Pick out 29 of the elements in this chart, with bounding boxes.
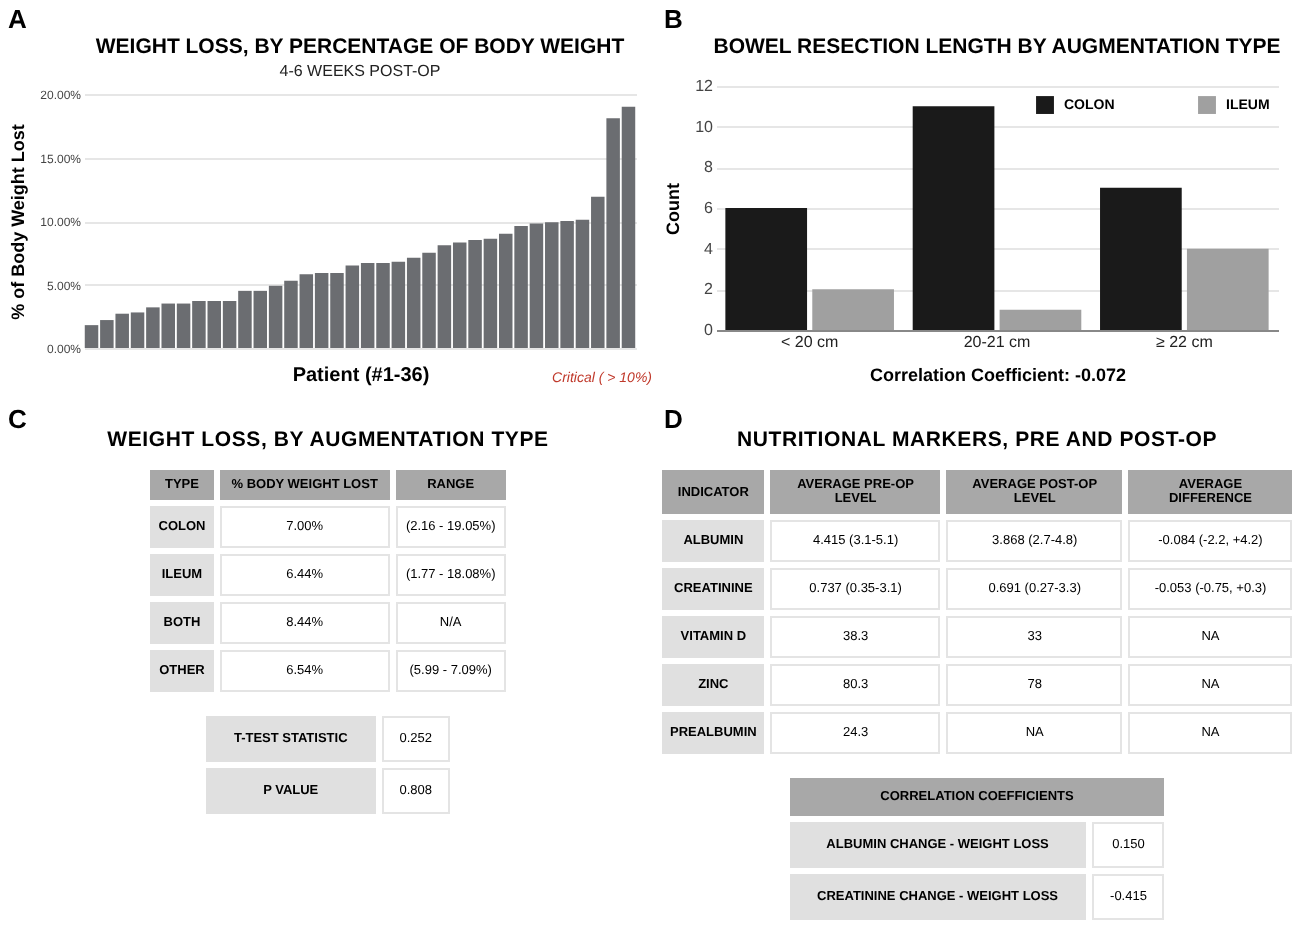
text: D — [664, 404, 683, 434]
x-tick-label: 20-21 cm — [963, 333, 1032, 351]
text: B — [664, 4, 683, 34]
y-tick-label: 10 — [695, 117, 715, 136]
y-tick-label: 12 — [695, 77, 715, 95]
bar — [1100, 187, 1182, 330]
y-tick-label: 4 — [704, 239, 715, 258]
bar — [999, 309, 1082, 330]
chart-title: BOWEL RESECTION LENGTH BY AUGMENTATION TYPE — [713, 35, 1281, 59]
y-axis-title: Count — [663, 183, 684, 235]
y-tick-label: 6 — [704, 199, 715, 217]
y-tick-label: 0 — [704, 321, 715, 339]
y-axis-title: % of Body Weight Lost — [8, 124, 29, 320]
bar — [812, 289, 894, 330]
text: WEIGHT LOSS, BY AUGMENTATION TYPE — [107, 428, 549, 452]
text: C — [8, 404, 27, 434]
text: A — [8, 4, 27, 34]
x-axis-title: Correlation Coefficient: -0.072 — [869, 365, 1127, 385]
bar — [725, 208, 808, 330]
chart-subtitle: 4-6 WEEKS POST-OP — [279, 62, 441, 80]
x-tick-label: ≥ 22 cm — [1155, 333, 1214, 351]
x-tick-label: < 20 cm — [780, 333, 840, 351]
bar — [1186, 248, 1269, 330]
y-tick-label: 2 — [704, 280, 715, 299]
text: NUTRITIONAL MARKERS, PRE AND POST-OP — [736, 428, 1218, 452]
bar — [912, 106, 995, 330]
y-tick-label: 8 — [704, 158, 715, 177]
x-axis-title: Patient (#1-36) — [292, 365, 430, 387]
chart-title: WEIGHT LOSS, BY PERCENTAGE OF BODY WEIGHT — [95, 35, 626, 59]
